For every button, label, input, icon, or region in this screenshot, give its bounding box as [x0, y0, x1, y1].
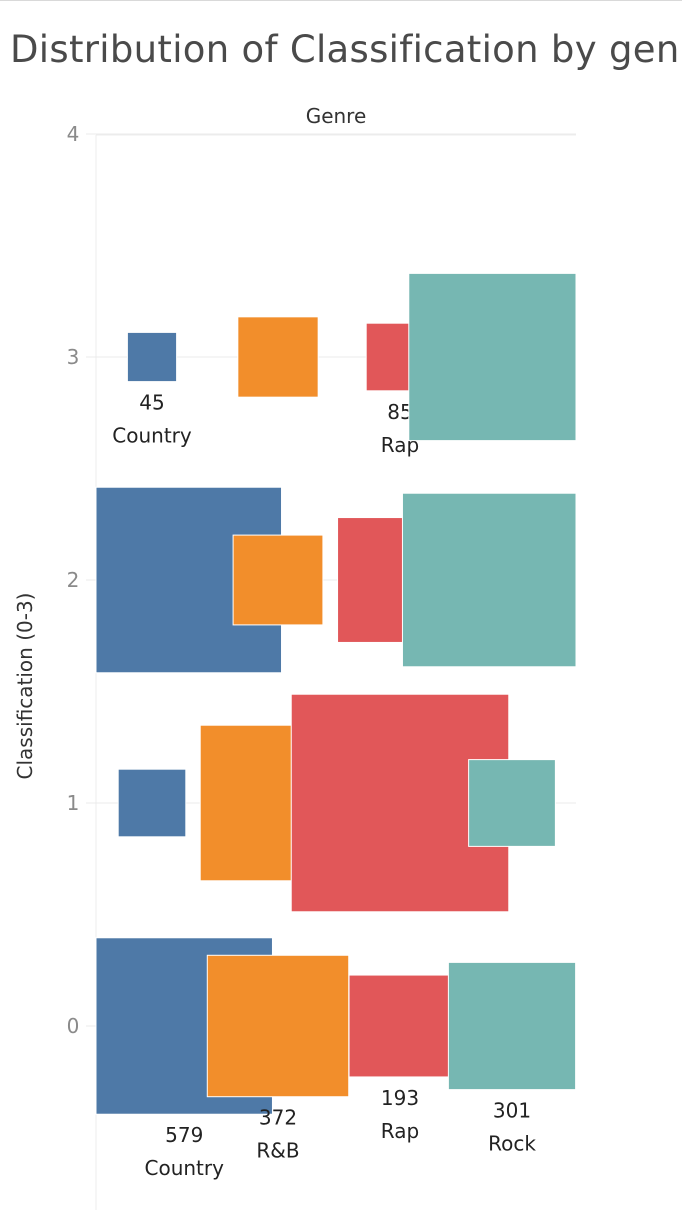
top-divider [0, 0, 682, 1]
value-label-rap-class-0: 193 [381, 1086, 419, 1110]
genre-label-country-class-0: Country [145, 1156, 225, 1180]
y-tick-label-1: 1 [67, 791, 80, 815]
y-tick-label-3: 3 [67, 345, 80, 369]
value-label-rock-class-0: 301 [493, 1099, 531, 1123]
genre-label-rap-class-0: Rap [381, 1119, 419, 1143]
square-country-class-1 [117, 768, 187, 838]
square-country-class-3 [126, 331, 178, 383]
square-rock-class-0 [447, 961, 577, 1091]
square-rock-class-2 [401, 492, 577, 668]
y-tick-label-4: 4 [67, 122, 80, 146]
genre-label-rb-class-0: R&B [256, 1139, 299, 1163]
genre-label-country-class-3: Country [112, 424, 192, 448]
chart-title: Distribution of Classification by gen [10, 28, 680, 71]
value-label-country-class-3: 45 [139, 391, 164, 415]
square-rock-class-1 [468, 759, 556, 847]
square-rock-class-3 [408, 272, 577, 442]
y-tick-label-0: 0 [67, 1014, 80, 1038]
square-rb-class-0 [206, 954, 350, 1098]
genre-label-rock-class-0: Rock [488, 1132, 536, 1156]
y-tick-label-2: 2 [67, 568, 80, 592]
value-label-country-class-0: 579 [165, 1123, 203, 1147]
square-rb-class-2 [232, 534, 324, 626]
square-rb-class-3 [237, 316, 319, 398]
square-rap-class-0 [348, 974, 452, 1078]
value-label-rb-class-0: 372 [259, 1106, 297, 1130]
column-header-genre: Genre [305, 104, 367, 128]
